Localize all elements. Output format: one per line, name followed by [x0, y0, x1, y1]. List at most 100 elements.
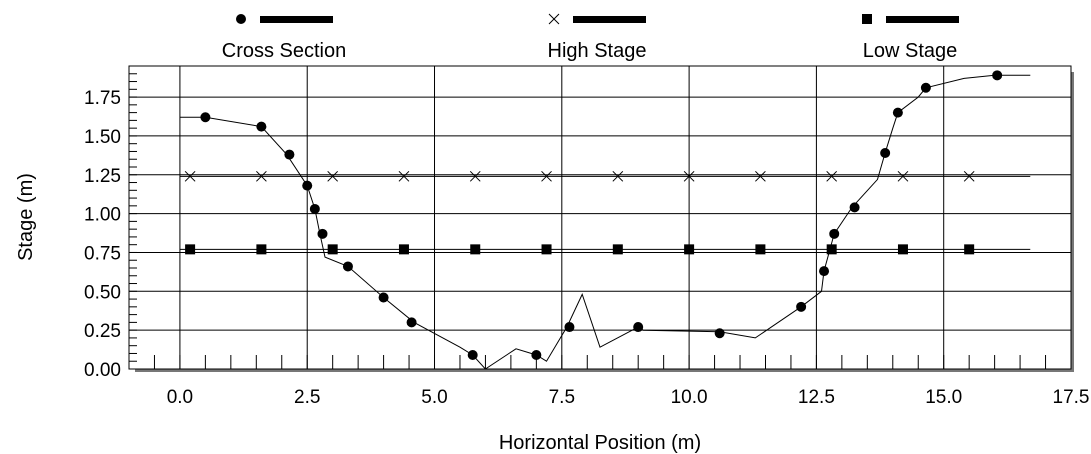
data-point: [284, 149, 295, 160]
data-point: [327, 244, 338, 255]
legend-marker: [862, 14, 872, 24]
plot-shadow: [135, 72, 1074, 372]
data-point: [897, 170, 909, 182]
x-axis-label: Horizontal Position (m): [499, 432, 701, 454]
x-marker-stroke: [398, 170, 410, 182]
data-point: [327, 170, 339, 182]
legend-label: High Stage: [548, 40, 647, 62]
plot-frame: [128, 65, 1072, 370]
x-tick-label: 7.5: [549, 387, 575, 408]
data-point: [819, 266, 830, 277]
y-tick-label: 1.75: [84, 88, 121, 109]
data-point: [398, 244, 409, 255]
data-point: [897, 244, 908, 255]
chart-legend: Cross Section High Stage Low Stage: [222, 13, 959, 62]
x-marker-stroke: [469, 170, 481, 182]
x-tick-label: 17.5: [1053, 387, 1090, 408]
data-point: [755, 244, 766, 255]
data-point: [469, 170, 481, 182]
legend-label: Cross Section: [222, 40, 347, 62]
data-point: [714, 328, 725, 339]
x-marker-stroke: [256, 170, 267, 182]
legend-item: High Stage: [548, 13, 647, 62]
data-point: [892, 107, 903, 118]
y-tick-label: 0.50: [84, 282, 121, 303]
legend-line: [260, 16, 333, 23]
series-cross-section: [179, 70, 1031, 370]
data-point: [185, 244, 196, 255]
legend-marker: [548, 13, 560, 25]
x-tick-label: 5.0: [421, 387, 447, 408]
y-tick-label: 1.50: [84, 127, 121, 148]
data-point: [406, 317, 417, 328]
x-marker-stroke: [541, 170, 552, 182]
data-point: [184, 170, 196, 182]
y-tick-label: 0.25: [84, 321, 121, 342]
data-point: [541, 244, 552, 255]
legend-line: [573, 16, 646, 23]
data-point: [200, 112, 211, 123]
data-point: [992, 70, 1003, 81]
x-marker-stroke: [826, 170, 838, 182]
data-point: [531, 350, 542, 361]
data-point: [470, 244, 481, 255]
legend-item: Low Stage: [862, 14, 959, 62]
legend-marker: [236, 14, 246, 24]
data-point: [755, 170, 766, 182]
x-tick-label: 15.0: [925, 387, 962, 408]
data-point: [398, 170, 410, 182]
data-point: [467, 350, 478, 361]
data-point: [826, 170, 838, 182]
data-point: [302, 180, 313, 191]
data-point: [963, 170, 975, 182]
data-point: [612, 170, 624, 182]
x-tick-label: 0.0: [167, 387, 193, 408]
data-point: [826, 244, 837, 255]
data-point: [796, 301, 807, 312]
axis-ticks: [129, 73, 1047, 370]
x-tick-label: 12.5: [798, 387, 835, 408]
plot-area: [129, 66, 1071, 369]
data-point: [564, 322, 575, 333]
data-point: [612, 244, 623, 255]
tick-labels: 0.0 2.5 5.0 7.5 10.0 12.5 15.0 17.5 0.00 0.25 0.50…: [84, 88, 1089, 408]
x-marker-stroke: [327, 170, 339, 182]
data-point: [378, 292, 389, 303]
x-marker-stroke: [963, 170, 975, 182]
data-point: [849, 202, 860, 213]
series-high-stage: [179, 170, 1031, 182]
data-point: [964, 244, 975, 255]
x-tick-label: 10.0: [671, 387, 708, 408]
data-point: [829, 228, 840, 239]
data-point: [633, 322, 644, 333]
data-point: [920, 82, 931, 93]
data-point: [317, 228, 328, 239]
x-marker-stroke: [548, 13, 560, 25]
y-tick-label: 1.25: [84, 166, 121, 187]
data-point: [880, 148, 891, 159]
x-tick-label: 2.5: [294, 387, 320, 408]
legend-line: [886, 16, 959, 23]
y-tick-label: 0.75: [84, 243, 121, 264]
data-point: [256, 170, 267, 182]
x-marker-stroke: [755, 170, 766, 182]
y-tick-label: 0.00: [84, 360, 121, 381]
data-point: [256, 244, 267, 255]
data-point: [683, 170, 695, 182]
legend-label: Low Stage: [863, 40, 958, 62]
data-point: [541, 170, 552, 182]
x-marker-stroke: [683, 170, 695, 182]
x-marker-stroke: [612, 170, 624, 182]
x-marker-stroke: [184, 170, 196, 182]
x-marker-stroke: [897, 170, 909, 182]
data-point: [256, 121, 267, 132]
legend-item: Cross Section: [222, 14, 347, 62]
data-point: [342, 261, 353, 272]
series-low-stage: [179, 244, 1031, 255]
data-point: [684, 244, 695, 255]
data-series: [179, 70, 1031, 370]
data-point: [309, 203, 320, 214]
y-tick-label: 1.00: [84, 205, 121, 226]
y-axis-label: Stage (m): [15, 173, 37, 261]
